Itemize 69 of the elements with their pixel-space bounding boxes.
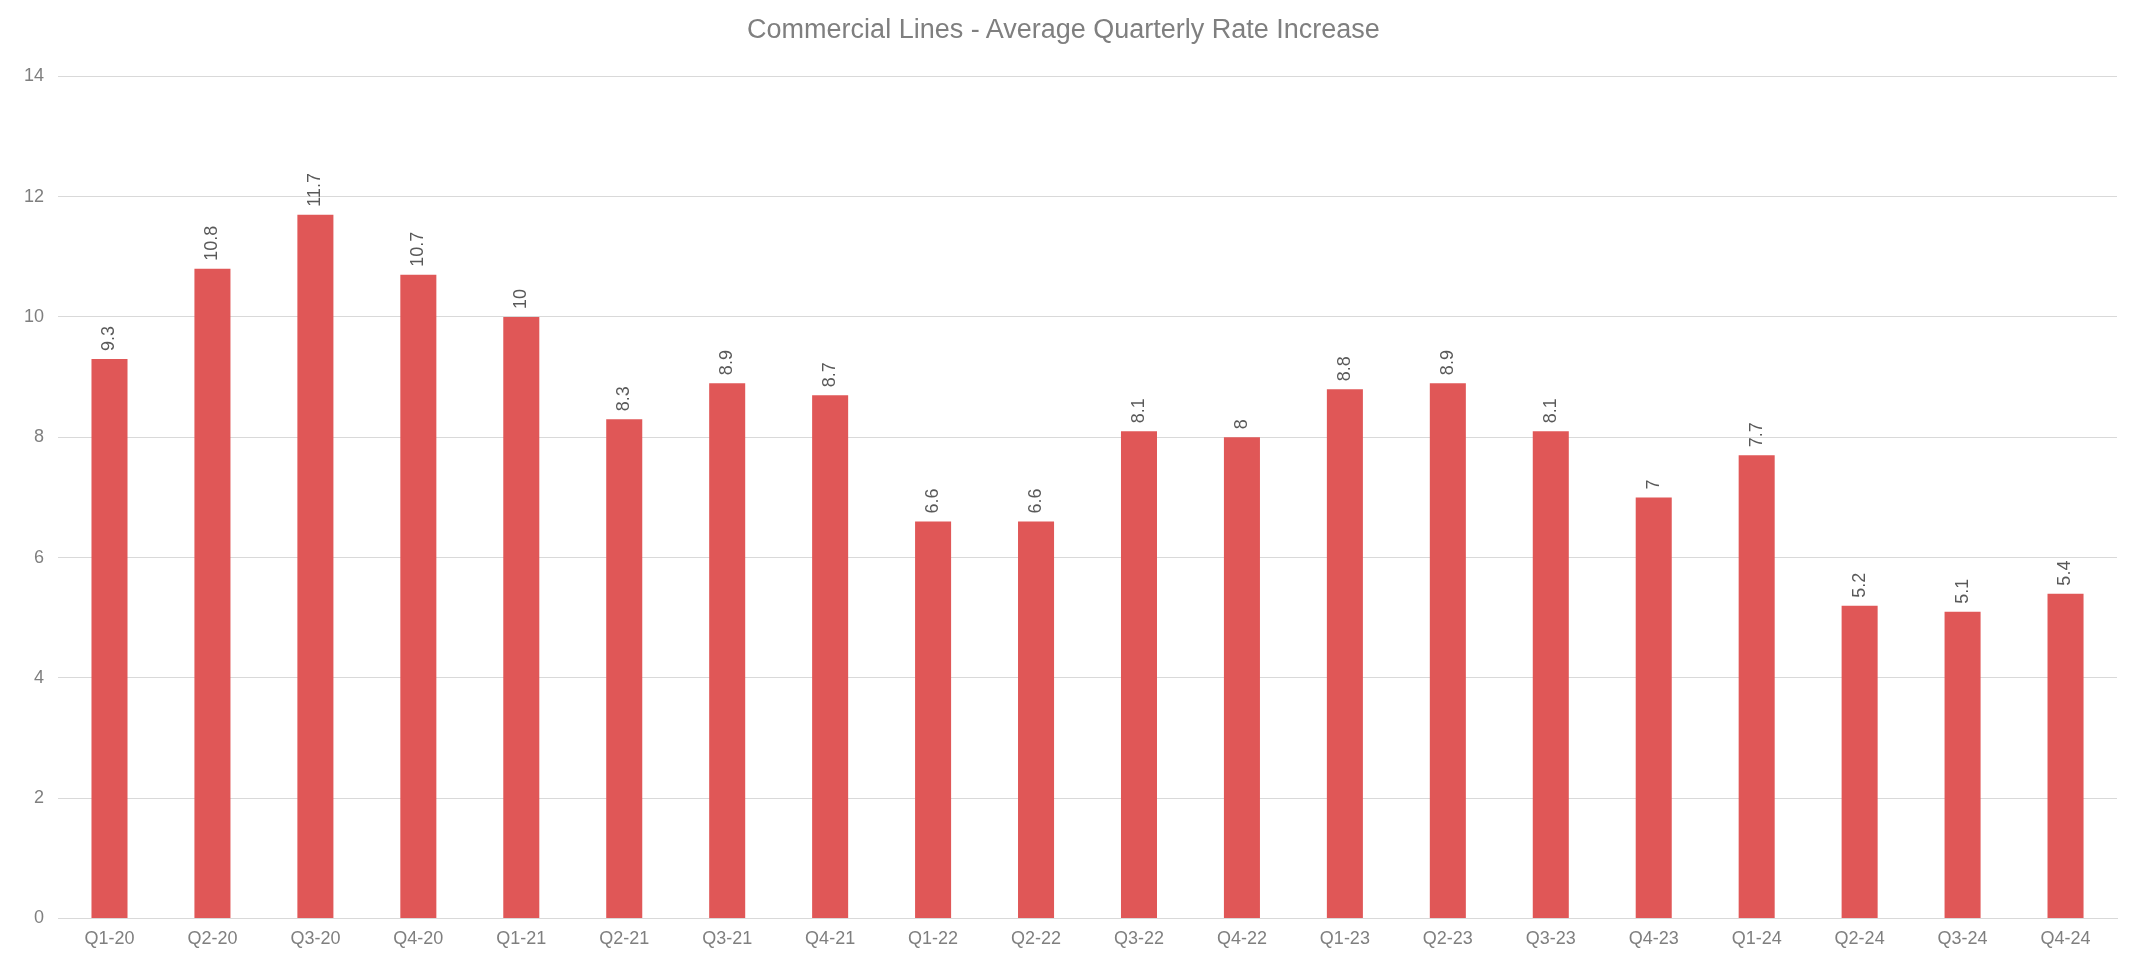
x-tick-label: Q4-22 bbox=[1216, 928, 1267, 949]
bar bbox=[400, 274, 437, 918]
data-label: 7.7 bbox=[1745, 422, 1766, 448]
bar bbox=[709, 383, 746, 918]
y-tick-label: 10 bbox=[23, 305, 45, 326]
bar bbox=[1841, 605, 1878, 918]
x-tick-label: Q2-23 bbox=[1422, 928, 1473, 949]
x-tick-label: Q4-20 bbox=[393, 928, 444, 949]
x-tick-label: Q1-21 bbox=[496, 928, 547, 949]
data-label: 8 bbox=[1230, 419, 1251, 430]
bar bbox=[1223, 437, 1260, 918]
bar bbox=[2047, 593, 2084, 918]
x-tick-label: Q4-23 bbox=[1628, 928, 1679, 949]
bar bbox=[1429, 383, 1466, 918]
x-tick-label: Q2-20 bbox=[187, 928, 238, 949]
y-tick-label: 6 bbox=[34, 546, 45, 567]
data-label: 10 bbox=[510, 288, 531, 309]
data-label: 8.9 bbox=[716, 350, 737, 376]
data-label: 8.1 bbox=[1539, 398, 1560, 424]
chart-title: Commercial Lines - Average Quarterly Rate Increase bbox=[747, 13, 1380, 44]
bar bbox=[1532, 431, 1569, 918]
data-label: 9.3 bbox=[98, 326, 119, 352]
bar bbox=[297, 214, 334, 918]
x-tick-label: Q1-24 bbox=[1731, 928, 1782, 949]
x-tick-label: Q1-20 bbox=[84, 928, 135, 949]
bar bbox=[1635, 497, 1672, 918]
data-label: 7 bbox=[1642, 479, 1663, 490]
x-tick-label: Q1-22 bbox=[908, 928, 959, 949]
x-tick-label: Q4-24 bbox=[2040, 928, 2091, 949]
data-label: 8.3 bbox=[613, 386, 634, 412]
y-tick-label: 4 bbox=[34, 666, 45, 687]
data-label: 5.1 bbox=[1951, 578, 1972, 604]
data-label: 5.2 bbox=[1848, 572, 1869, 598]
bar bbox=[812, 395, 849, 918]
data-label: 8.7 bbox=[819, 362, 840, 388]
x-tick-label: Q3-21 bbox=[702, 928, 753, 949]
x-tick-label: Q3-24 bbox=[1937, 928, 1988, 949]
y-tick-label: 0 bbox=[34, 907, 45, 928]
x-tick-label: Q4-21 bbox=[805, 928, 856, 949]
bar bbox=[1326, 389, 1363, 918]
x-tick-label: Q1-23 bbox=[1319, 928, 1370, 949]
data-label: 8.8 bbox=[1333, 356, 1354, 382]
data-label: 10.7 bbox=[407, 231, 428, 267]
bar bbox=[1944, 611, 1981, 918]
bar bbox=[1018, 521, 1055, 918]
data-label: 8.9 bbox=[1436, 350, 1457, 376]
x-tick-label: Q2-21 bbox=[599, 928, 650, 949]
y-tick-label: 8 bbox=[34, 426, 45, 447]
bar bbox=[1120, 431, 1157, 918]
y-tick-label: 2 bbox=[34, 787, 45, 808]
data-label: 10.8 bbox=[201, 225, 222, 261]
data-label: 5.4 bbox=[2054, 560, 2075, 586]
data-label: 6.6 bbox=[922, 488, 943, 514]
x-tick-label: Q3-23 bbox=[1525, 928, 1576, 949]
x-tick-label: Q3-22 bbox=[1113, 928, 1164, 949]
x-tick-label: Q3-20 bbox=[290, 928, 341, 949]
y-tick-label: 12 bbox=[23, 185, 45, 206]
bar bbox=[915, 521, 952, 918]
y-tick-label: 14 bbox=[23, 65, 45, 86]
x-tick-label: Q2-24 bbox=[1834, 928, 1885, 949]
bar bbox=[606, 419, 643, 918]
data-label: 6.6 bbox=[1025, 488, 1046, 514]
bar bbox=[1738, 455, 1775, 918]
x-tick-label: Q2-22 bbox=[1011, 928, 1062, 949]
bar bbox=[91, 359, 128, 918]
bar bbox=[194, 268, 231, 918]
bar bbox=[503, 316, 540, 918]
data-label: 8.1 bbox=[1127, 398, 1148, 424]
data-label: 11.7 bbox=[304, 173, 325, 207]
